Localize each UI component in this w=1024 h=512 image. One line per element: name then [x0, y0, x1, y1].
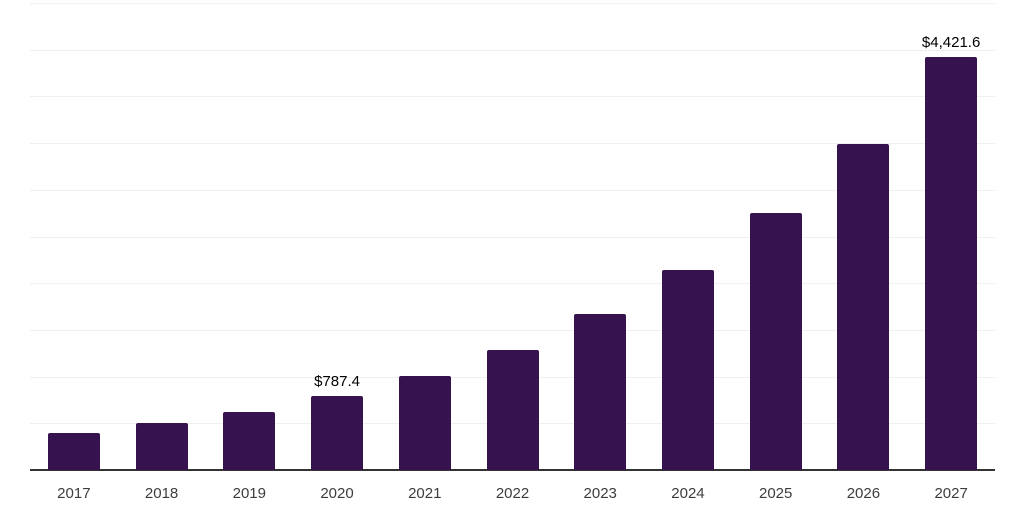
gridline	[30, 49, 995, 51]
x-tick-label-2020: 2020	[320, 485, 354, 502]
gridline	[30, 96, 995, 98]
x-tick-label-2023: 2023	[583, 485, 617, 502]
bar-2017	[47, 433, 100, 470]
gridline	[30, 189, 995, 191]
x-tick-label-2026: 2026	[846, 485, 881, 502]
x-tick-label-2025: 2025	[758, 485, 793, 502]
x-axis-line	[30, 469, 995, 471]
x-tick-label-2024: 2024	[671, 485, 705, 502]
x-tick-label-2022: 2022	[495, 485, 530, 502]
bar-2027	[925, 57, 978, 470]
bar-value-label-2027: $4,421.6	[921, 34, 981, 52]
gridline	[30, 143, 995, 145]
gridline	[30, 283, 995, 285]
x-tick-label-2021: 2021	[408, 485, 442, 502]
bar-2019	[223, 412, 276, 470]
bar-2023	[574, 314, 627, 470]
bar-2021	[398, 376, 451, 470]
bar-2026	[837, 143, 890, 470]
bar-2024	[661, 269, 714, 470]
bar-2022	[486, 349, 539, 470]
bar-2020	[311, 396, 364, 470]
x-tick-label-2017: 2017	[57, 485, 91, 502]
bar-2018	[135, 422, 188, 470]
x-tick-label-2027: 2027	[934, 485, 968, 502]
bar-value-label-2020: $787.4	[314, 373, 360, 391]
x-tick-label-2019: 2019	[232, 485, 266, 502]
x-tick-label-2018: 2018	[144, 485, 179, 502]
bar-2025	[749, 213, 802, 470]
gridline	[30, 236, 995, 238]
gridline	[30, 329, 995, 331]
gridline	[30, 3, 995, 4]
